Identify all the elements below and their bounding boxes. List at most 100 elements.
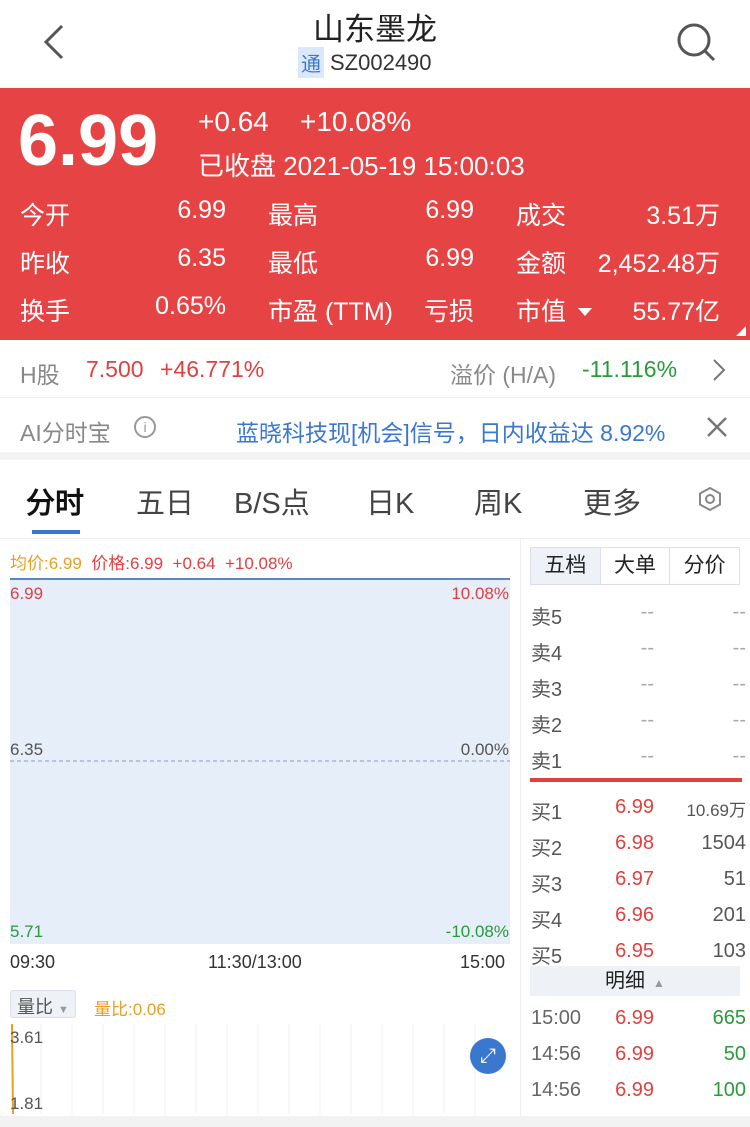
ob-label: 买4 [531, 910, 563, 932]
stat-label: 市值 [516, 298, 567, 326]
ai-label: AI分时宝 [20, 420, 111, 446]
ob-label: 卖4 [531, 643, 563, 665]
ob-volume: 51 [723, 868, 746, 890]
ob-volume: 10.69万 [686, 801, 746, 820]
pct-label-top: 10.08% [451, 584, 509, 603]
bid-ask-divider [530, 778, 742, 782]
ob-label: 卖2 [531, 715, 563, 737]
stat-value: 6.99 [425, 196, 474, 224]
ob-label: 买1 [531, 802, 563, 824]
tab-2[interactable]: B/S点 [234, 488, 310, 520]
pct-label-mid: 0.00% [460, 740, 509, 759]
y-label-mid: 6.35 [10, 740, 44, 759]
h-share-row[interactable]: H股 7.500 +46.771% 溢价 (H/A) -11.116% [0, 340, 750, 398]
ob-label: 买3 [531, 874, 563, 896]
price-change: +0.64 [198, 106, 269, 137]
ob-price: -- [640, 709, 654, 731]
fullscreen-button[interactable]: ⤢ [470, 1038, 506, 1074]
trade-volume: 665 [712, 1007, 746, 1029]
stat-label: 成交 [516, 202, 567, 230]
market-cap-dropdown-icon[interactable] [578, 308, 592, 316]
stat-label: 最高 [268, 202, 319, 230]
tab-4[interactable]: 周K [474, 488, 523, 520]
volume-chart [11, 1024, 476, 1114]
vol-tick-bottom: 1.81 [10, 1094, 44, 1113]
ob-price: -- [640, 601, 654, 623]
ob-volume: -- [732, 709, 746, 731]
tab-5[interactable]: 更多 [583, 488, 642, 520]
stat-value: 亏损 [423, 298, 474, 326]
ob-price: 6.99 [615, 796, 654, 818]
ob-label: 买2 [531, 838, 563, 860]
stock-name: 山东墨龙 [313, 12, 437, 47]
tab-3[interactable]: 日K [366, 488, 415, 520]
market-status: 已收盘 2021-05-19 15:00:03 [198, 151, 525, 181]
premium-value: -11.116% [582, 356, 678, 382]
stat-label: 金额 [516, 250, 567, 278]
ob-price: -- [640, 637, 654, 659]
close-icon[interactable] [706, 416, 728, 443]
ob-label: 卖3 [531, 679, 563, 701]
detail-header[interactable]: 明细 ▲ [530, 966, 740, 996]
h-share-pct: +46.771% [160, 356, 265, 382]
ob-label: 卖1 [531, 751, 563, 773]
back-icon[interactable] [40, 22, 70, 62]
ob-volume: -- [732, 673, 746, 695]
tab-1[interactable]: 五日 [136, 488, 195, 520]
stat-label: 换手 [20, 298, 71, 326]
top-bar: 山东墨龙 通 SZ002490 [0, 0, 750, 88]
orderbook-tab[interactable]: 大单 [599, 548, 670, 584]
selector-label: 量比 [17, 997, 53, 1017]
stat-label: 市盈 (TTM) [268, 298, 393, 326]
ob-volume: 201 [712, 904, 746, 926]
h-share-price: 7.500 [86, 356, 144, 382]
x-tick-open: 09:30 [10, 952, 56, 972]
volume-ratio: 量比:0.06 [94, 1000, 166, 1019]
ob-volume: 103 [712, 940, 746, 962]
ai-row[interactable]: AI分时宝 i 蓝晓科技现[机会]信号，日内收益达 8.92% [0, 398, 750, 460]
stat-value: 6.35 [177, 244, 226, 272]
cur-change: +0.64 [172, 554, 216, 573]
info-icon[interactable]: i [134, 416, 156, 438]
ob-price: 6.97 [615, 868, 654, 890]
trade-volume: 50 [723, 1043, 746, 1065]
ob-price: 6.96 [615, 904, 654, 926]
tab-0[interactable]: 分时 [26, 488, 85, 520]
price-change-pct: +10.08% [300, 106, 412, 137]
trade-price: 6.99 [615, 1079, 654, 1101]
trade-time: 14:56 [531, 1043, 582, 1065]
ob-volume: -- [732, 745, 746, 767]
stat-value: 55.77亿 [632, 298, 720, 326]
pct-label-bottom: -10.08% [445, 922, 509, 941]
ai-signal-text[interactable]: 蓝晓科技现[机会]信号，日内收益达 8.92% [236, 420, 666, 446]
volume-indicator-selector[interactable]: 量比 ▼ [10, 990, 76, 1018]
ob-price: -- [640, 745, 654, 767]
orderbook-tab[interactable]: 分价 [669, 548, 739, 584]
settings-icon[interactable] [697, 486, 723, 517]
tong-badge: 通 [298, 47, 324, 78]
stat-value: 0.65% [155, 292, 226, 320]
trade-price: 6.99 [615, 1043, 654, 1065]
x-tick-mid: 11:30/13:00 [208, 952, 302, 972]
cur-price: 价格:6.99 [91, 554, 164, 573]
trade-time: 14:56 [531, 1079, 582, 1101]
price-chart[interactable] [10, 578, 510, 944]
stock-code: SZ002490 [330, 49, 432, 75]
detail-label: 明细 [605, 970, 646, 992]
trade-volume: 100 [712, 1079, 746, 1101]
premium-label: 溢价 (H/A) [450, 362, 557, 388]
y-label-top: 6.99 [10, 584, 44, 603]
ob-price: 6.95 [615, 940, 654, 962]
volume-ratio-line [11, 1024, 14, 1114]
y-label-bottom: 5.71 [10, 922, 44, 941]
caret-up-icon: ▲ [653, 976, 665, 990]
ob-volume: -- [732, 601, 746, 623]
ob-price: 6.98 [615, 832, 654, 854]
avg-price: 均价:6.99 [10, 554, 82, 573]
search-icon[interactable] [676, 22, 716, 71]
stat-label: 昨收 [20, 250, 71, 278]
stat-value: 3.51万 [646, 202, 720, 230]
orderbook-tab[interactable]: 五档 [531, 548, 600, 584]
chevron-right-icon[interactable] [712, 358, 726, 387]
last-price: 6.99 [18, 101, 159, 181]
